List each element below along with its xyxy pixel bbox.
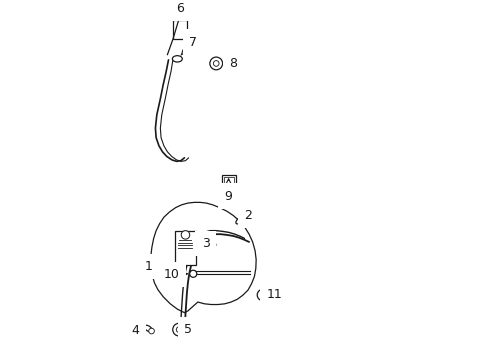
Text: 7: 7 (181, 36, 197, 55)
Circle shape (225, 184, 231, 190)
Ellipse shape (172, 56, 182, 62)
Ellipse shape (235, 216, 244, 224)
Text: 6: 6 (176, 2, 183, 15)
Circle shape (260, 293, 265, 297)
Ellipse shape (144, 325, 152, 332)
Text: 3: 3 (201, 237, 209, 250)
Bar (221, 175, 235, 199)
Circle shape (189, 270, 196, 277)
Circle shape (176, 327, 182, 332)
Text: 11: 11 (266, 288, 282, 301)
Text: 10: 10 (164, 268, 187, 281)
Ellipse shape (208, 243, 215, 249)
Circle shape (181, 231, 189, 239)
Circle shape (148, 328, 154, 334)
Circle shape (257, 289, 268, 301)
Bar (223, 177, 233, 195)
Circle shape (209, 57, 222, 70)
Circle shape (213, 60, 219, 66)
Text: 8: 8 (223, 57, 237, 70)
Text: 2: 2 (241, 209, 251, 222)
Circle shape (172, 323, 185, 336)
FancyArrowPatch shape (176, 57, 180, 60)
Text: 4: 4 (131, 324, 141, 337)
Bar (174, 231, 195, 265)
Text: 9: 9 (224, 179, 232, 203)
Text: 1: 1 (145, 260, 170, 274)
Text: 5: 5 (182, 323, 192, 336)
Bar (173, 20, 187, 39)
